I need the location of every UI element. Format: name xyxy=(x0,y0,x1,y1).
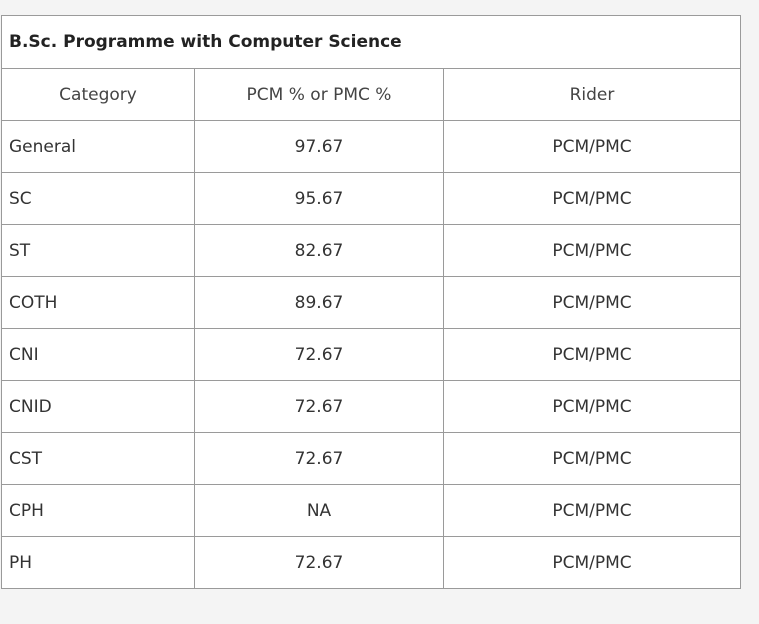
cell-percentage: 95.67 xyxy=(194,172,444,225)
table-row: CPH NA PCM/PMC xyxy=(1,484,741,537)
cell-category: ST xyxy=(1,224,195,277)
cell-rider: PCM/PMC xyxy=(443,380,741,433)
cell-category: PH xyxy=(1,536,195,589)
cell-percentage: NA xyxy=(194,484,444,537)
cell-rider: PCM/PMC xyxy=(443,120,741,173)
header-category: Category xyxy=(1,68,195,121)
cell-category: CST xyxy=(1,432,195,485)
cell-percentage: 97.67 xyxy=(194,120,444,173)
cell-rider: PCM/PMC xyxy=(443,328,741,381)
cell-category: CNID xyxy=(1,380,195,433)
table-row: COTH 89.67 PCM/PMC xyxy=(1,276,741,329)
cell-category: COTH xyxy=(1,276,195,329)
table-row: CNI 72.67 PCM/PMC xyxy=(1,328,741,381)
table-row: PH 72.67 PCM/PMC xyxy=(1,536,741,589)
cell-percentage: 72.67 xyxy=(194,432,444,485)
table-title-row: B.Sc. Programme with Computer Science xyxy=(1,15,741,69)
cell-rider: PCM/PMC xyxy=(443,224,741,277)
header-percentage: PCM % or PMC % xyxy=(194,68,444,121)
table-title: B.Sc. Programme with Computer Science xyxy=(1,15,741,69)
header-rider: Rider xyxy=(443,68,741,121)
cell-rider: PCM/PMC xyxy=(443,172,741,225)
cell-category: CNI xyxy=(1,328,195,381)
cell-rider: PCM/PMC xyxy=(443,276,741,329)
cell-category: SC xyxy=(1,172,195,225)
cell-rider: PCM/PMC xyxy=(443,536,741,589)
table-row: CNID 72.67 PCM/PMC xyxy=(1,380,741,433)
table-header-row: Category PCM % or PMC % Rider xyxy=(1,68,741,121)
table-row: SC 95.67 PCM/PMC xyxy=(1,172,741,225)
cell-rider: PCM/PMC xyxy=(443,484,741,537)
cell-percentage: 89.67 xyxy=(194,276,444,329)
table-row: ST 82.67 PCM/PMC xyxy=(1,224,741,277)
cell-rider: PCM/PMC xyxy=(443,432,741,485)
cell-category: General xyxy=(1,120,195,173)
cell-percentage: 72.67 xyxy=(194,380,444,433)
table-row: General 97.67 PCM/PMC xyxy=(1,120,741,173)
cell-percentage: 72.67 xyxy=(194,536,444,589)
cutoff-table: B.Sc. Programme with Computer Science Ca… xyxy=(1,15,741,589)
cell-percentage: 82.67 xyxy=(194,224,444,277)
cell-percentage: 72.67 xyxy=(194,328,444,381)
cutoff-table-container: B.Sc. Programme with Computer Science Ca… xyxy=(1,15,741,589)
table-row: CST 72.67 PCM/PMC xyxy=(1,432,741,485)
cell-category: CPH xyxy=(1,484,195,537)
